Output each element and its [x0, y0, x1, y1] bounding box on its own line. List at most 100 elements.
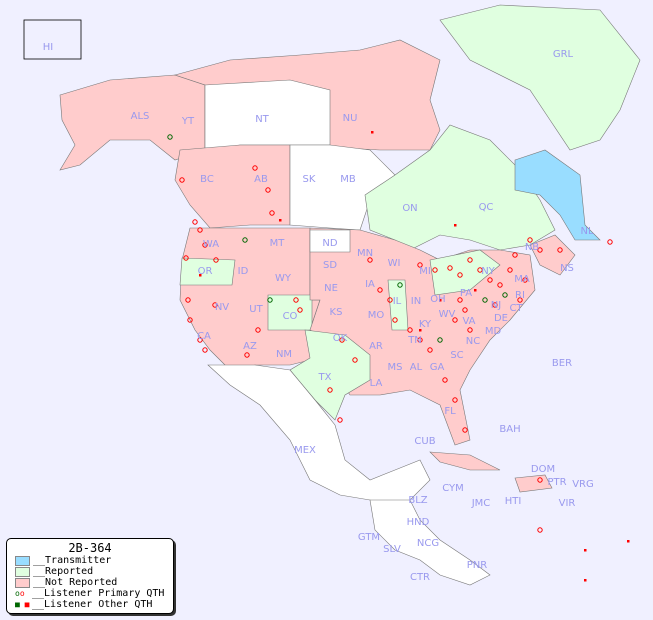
- region-label-mo: MO: [368, 310, 385, 321]
- region-label-la: LA: [370, 378, 383, 389]
- listener-other-marker: [199, 274, 202, 277]
- region-label-ks: KS: [330, 307, 343, 318]
- region-label-tx: TX: [318, 372, 332, 383]
- region-greenland: [439, 4, 641, 151]
- listener-primary-marker: [417, 262, 423, 268]
- region-label-vir: VIR: [559, 498, 576, 509]
- listener-primary-marker: [522, 277, 528, 283]
- listener-other-marker: [627, 540, 630, 543]
- listener-primary-marker: [537, 527, 543, 533]
- region-label-ma: MA: [514, 274, 530, 285]
- listener-primary-marker: [212, 302, 218, 308]
- region-nd: [309, 229, 351, 253]
- region-label-ne: NE: [324, 283, 338, 294]
- region-label-hi: HI: [43, 42, 53, 53]
- region-label-hnd: HND: [407, 517, 430, 528]
- region-label-de: DE: [494, 313, 508, 324]
- listener-primary-marker: [185, 297, 191, 303]
- region-label-nu: NU: [343, 113, 358, 124]
- region-label-dom: DOM: [531, 464, 555, 475]
- transmitter-swatch: [15, 555, 30, 566]
- listener-primary-marker: [417, 337, 423, 343]
- region-label-ut: UT: [249, 304, 263, 315]
- listener-primary-marker: [397, 282, 403, 288]
- region-label-az: AZ: [243, 341, 257, 352]
- listener-primary-marker: [492, 302, 498, 308]
- listener-other-marker: [454, 224, 457, 227]
- legend-label: __Reported: [33, 566, 94, 577]
- region-label-ia: IA: [365, 279, 375, 290]
- listener-primary-marker: [557, 247, 563, 253]
- listener-primary-marker: [502, 292, 508, 298]
- listener-primary-marker: [407, 327, 413, 333]
- listener-primary-marker: [387, 297, 393, 303]
- listener-primary-marker: [337, 417, 343, 423]
- legend-label: __Transmitter: [33, 555, 112, 566]
- listener-primary-marker: [377, 287, 383, 293]
- listener-primary-marker: [267, 297, 273, 303]
- hawaii-inset: [23, 19, 82, 60]
- region-label-nl: NL: [580, 226, 593, 237]
- region-bc-ab: [174, 144, 291, 229]
- listener-primary-marker: [477, 267, 483, 273]
- listener-primary-marker: [462, 427, 468, 433]
- listener-other-marker: [439, 299, 442, 302]
- listener-primary-marker: [293, 297, 299, 303]
- listener-primary-marker: [187, 317, 193, 323]
- region-label-gtm: GTM: [358, 532, 380, 543]
- listener-primary-marker: [269, 210, 275, 216]
- region-label-ncg: NCG: [417, 538, 439, 549]
- region-label-mi: MI: [419, 266, 431, 277]
- region-cuba: [429, 451, 501, 471]
- region-label-qc: QC: [479, 202, 494, 213]
- listener-primary-marker: [457, 297, 463, 303]
- listener-primary-marker: [197, 337, 203, 343]
- region-label-sc: SC: [450, 350, 463, 361]
- region-texas: [289, 329, 371, 421]
- listener-primary-marker: [447, 265, 453, 271]
- listener-primary-marker: [252, 165, 258, 171]
- region-label-ga: GA: [430, 362, 445, 373]
- region-label-yt: YT: [181, 116, 195, 127]
- listener-primary-marker: [202, 347, 208, 353]
- region-label-pa: PA: [460, 288, 472, 299]
- region-label-nm: NM: [276, 349, 292, 360]
- listener-other-marker: [419, 329, 422, 332]
- listener-primary-marker: [537, 247, 543, 253]
- region-label-co: CO: [283, 311, 298, 322]
- region-label-wa: WA: [203, 239, 219, 250]
- listener-primary-marker: [452, 317, 458, 323]
- region-label-ctr: CTR: [410, 572, 430, 583]
- listener-primary-marker: [167, 134, 173, 140]
- circle-marker-icon: oo: [15, 588, 25, 598]
- region-label-nd: ND: [322, 238, 337, 249]
- region-label-nc: NC: [466, 336, 480, 347]
- region-label-grl: GRL: [553, 49, 574, 60]
- region-label-als: ALS: [131, 111, 150, 122]
- listener-primary-marker: [452, 397, 458, 403]
- region-label-mn: MN: [357, 248, 373, 259]
- region-label-wy: WY: [275, 273, 292, 284]
- region-label-bah: BAH: [499, 424, 520, 435]
- listener-other-marker: [279, 219, 282, 222]
- region-label-mb: MB: [340, 174, 356, 185]
- listener-primary-marker: [255, 327, 261, 333]
- region-label-bc: BC: [200, 174, 214, 185]
- listener-primary-marker: [265, 187, 271, 193]
- region-label-ny: NY: [481, 266, 495, 277]
- region-central-america: [369, 499, 491, 586]
- listener-other-marker: [474, 289, 477, 292]
- legend-label: __Listener Primary QTH: [32, 588, 165, 599]
- region-label-cym: CYM: [442, 483, 464, 494]
- listener-other-marker: [584, 549, 587, 552]
- region-label-cub: CUB: [414, 436, 435, 447]
- region-label-mt: MT: [270, 238, 286, 249]
- listener-primary-marker: [392, 317, 398, 323]
- listener-other-marker: [371, 131, 374, 134]
- listener-primary-marker: [442, 377, 448, 383]
- listener-primary-marker: [179, 177, 185, 183]
- region-label-ab: AB: [254, 174, 268, 185]
- region-label-sk: SK: [303, 174, 316, 185]
- listener-primary-marker: [242, 237, 248, 243]
